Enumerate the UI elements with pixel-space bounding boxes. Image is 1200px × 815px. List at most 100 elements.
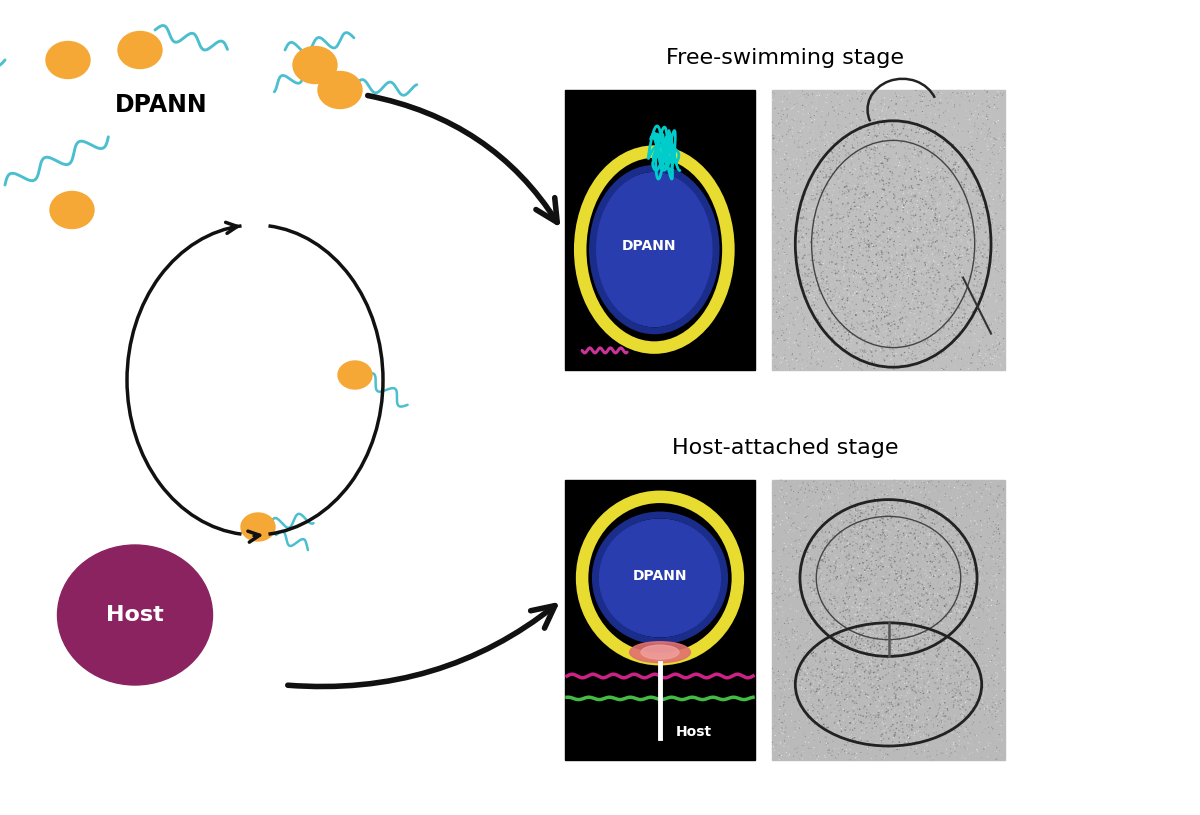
Point (832, 529, 851, 542)
Point (902, 504, 922, 517)
Point (857, 615, 876, 628)
Point (814, 617, 833, 630)
Point (947, 584, 966, 597)
Point (926, 90, 946, 103)
Point (995, 363, 1014, 377)
Point (940, 104, 959, 117)
Point (822, 346, 841, 359)
Point (918, 628, 937, 641)
Point (878, 641, 898, 654)
Point (880, 329, 899, 342)
Point (850, 291, 869, 304)
Point (972, 492, 991, 505)
Point (890, 126, 910, 139)
Point (773, 95, 792, 108)
Point (770, 590, 790, 603)
Point (950, 539, 970, 552)
Point (815, 667, 834, 680)
Point (863, 296, 882, 309)
Point (808, 691, 827, 704)
Point (792, 561, 811, 574)
Point (881, 496, 900, 509)
Point (967, 575, 986, 588)
Point (845, 547, 864, 560)
Point (990, 189, 1009, 202)
Point (854, 338, 874, 351)
Point (812, 201, 832, 214)
Point (790, 521, 809, 534)
Point (812, 551, 832, 564)
Point (973, 300, 992, 313)
Point (812, 168, 832, 181)
Point (990, 562, 1009, 575)
Point (820, 686, 839, 699)
Point (806, 91, 826, 104)
Point (810, 579, 829, 592)
Point (883, 346, 902, 359)
Point (995, 535, 1014, 548)
Point (788, 235, 808, 248)
Point (863, 151, 882, 164)
Point (926, 161, 946, 174)
Point (860, 476, 880, 489)
Point (937, 187, 956, 200)
Point (912, 668, 931, 681)
Point (991, 522, 1010, 535)
Point (858, 478, 877, 491)
Point (917, 319, 936, 333)
Point (900, 719, 919, 732)
Point (806, 355, 826, 368)
Point (937, 636, 956, 649)
Point (990, 86, 1009, 99)
Point (936, 328, 955, 341)
Point (874, 183, 893, 196)
Point (923, 556, 942, 569)
Point (882, 305, 901, 318)
Point (877, 196, 896, 209)
Point (864, 597, 883, 610)
Point (782, 584, 802, 597)
Point (988, 659, 1007, 672)
Point (828, 653, 847, 666)
Point (767, 271, 786, 284)
Point (806, 144, 826, 157)
Point (901, 112, 920, 125)
Point (847, 306, 866, 319)
Point (814, 346, 833, 359)
Point (872, 742, 892, 755)
Point (875, 588, 894, 601)
Point (776, 526, 796, 540)
Point (864, 671, 883, 684)
Point (794, 313, 814, 326)
Point (794, 249, 814, 262)
Point (964, 176, 983, 189)
Point (890, 244, 910, 257)
Point (852, 261, 871, 274)
Point (881, 492, 900, 505)
Point (910, 130, 929, 143)
Point (863, 561, 882, 574)
Point (833, 293, 852, 306)
Point (791, 709, 810, 722)
Point (964, 187, 983, 200)
Point (833, 359, 852, 372)
Point (844, 674, 863, 687)
Point (796, 671, 815, 684)
Point (822, 594, 841, 607)
Point (886, 225, 905, 238)
Point (810, 655, 829, 668)
Point (898, 720, 917, 733)
Point (845, 521, 864, 534)
Point (851, 345, 870, 358)
Point (932, 224, 952, 237)
Point (794, 103, 814, 116)
Point (889, 659, 908, 672)
Point (806, 149, 826, 162)
Point (959, 298, 978, 311)
Point (845, 713, 864, 726)
Point (886, 705, 905, 718)
Point (829, 172, 848, 185)
Point (952, 301, 971, 314)
Point (824, 702, 844, 715)
Point (936, 614, 955, 627)
